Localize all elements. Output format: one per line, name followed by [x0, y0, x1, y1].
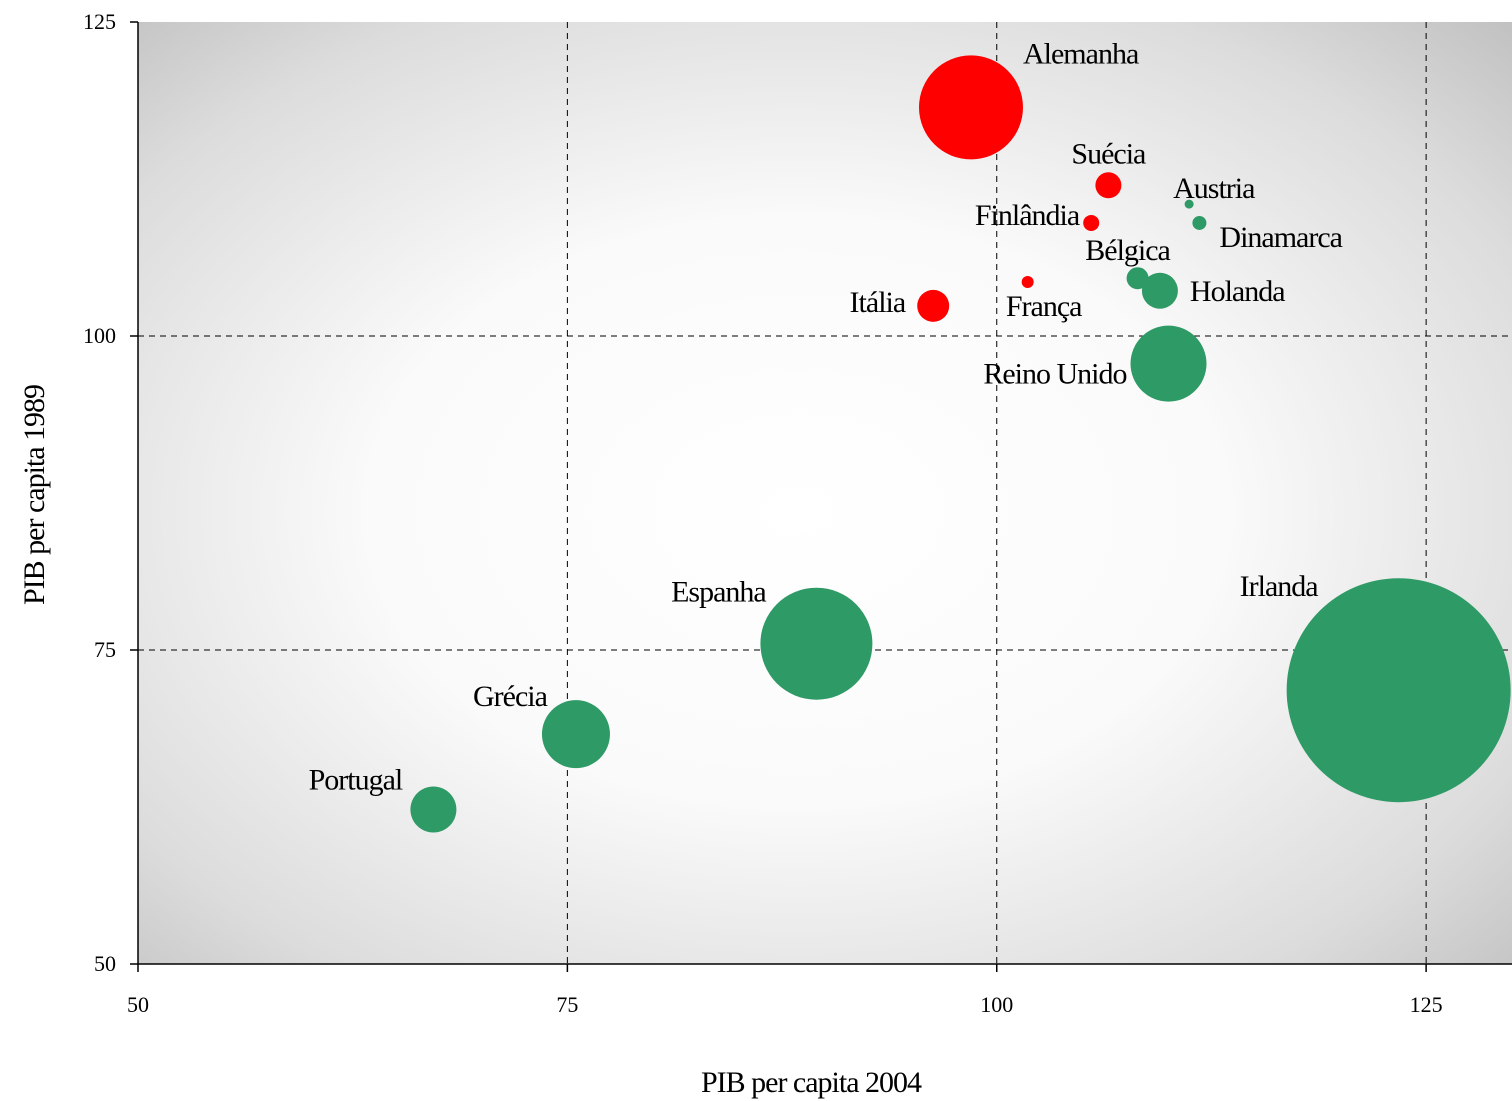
bubble-italia [917, 289, 950, 322]
label-dinamarca: Dinamarca [1219, 221, 1342, 254]
label-finlandia: Finlândia [975, 199, 1080, 232]
bubble-finlandia [1083, 214, 1100, 231]
y-tick-label: 125 [83, 9, 116, 34]
label-franca: França [1006, 290, 1082, 323]
label-belgica: Bélgica [1085, 234, 1170, 267]
label-espanha: Espanha [671, 576, 766, 609]
bubble-austria [1184, 199, 1194, 209]
bubble-franca [1021, 275, 1034, 288]
bubble-dinamarca [1192, 215, 1207, 230]
x-tick-label: 75 [556, 992, 578, 1017]
axes [130, 21, 1512, 972]
bubbles [410, 55, 1511, 833]
label-holanda: Holanda [1190, 275, 1285, 308]
label-italia: Itália [850, 286, 906, 319]
bubble-grecia [541, 700, 610, 769]
bubble-holanda [1141, 272, 1178, 309]
bubble-espanha [760, 587, 873, 700]
x-axis-title: PIB per capita 2004 [701, 1066, 922, 1099]
y-tick-label: 100 [83, 323, 116, 348]
x-tick-label: 50 [127, 992, 149, 1017]
bubble-alemanha [918, 55, 1023, 160]
bubble-irlanda [1286, 578, 1511, 803]
y-tick-label: 75 [94, 637, 116, 662]
x-tick-label: 125 [1410, 992, 1443, 1017]
label-alemanha: Alemanha [1023, 37, 1139, 70]
label-reino-unido: Reino Unido [983, 358, 1126, 391]
label-irlanda: Irlanda [1240, 570, 1319, 603]
point-labels: Alemanha Suécia Austria Finlândia Dinamarca B… [309, 37, 1344, 797]
label-portugal: Portugal [309, 764, 403, 797]
label-austria: Austria [1173, 172, 1255, 205]
tick-labels: 50 75 100 125 50 75 100 125 [83, 9, 1443, 1017]
label-grecia: Grécia [473, 680, 548, 713]
bubble-belgica [1126, 267, 1149, 290]
label-suecia: Suécia [1071, 137, 1146, 170]
bubble-portugal [410, 786, 457, 833]
bubble-suecia [1095, 172, 1122, 199]
y-axis-title: PIB per capita 1989 [18, 385, 51, 605]
x-tick-label: 100 [980, 992, 1013, 1017]
bubble-reino-unido [1130, 325, 1207, 402]
plot-area-background [138, 22, 1512, 964]
y-tick-label: 50 [94, 951, 116, 976]
